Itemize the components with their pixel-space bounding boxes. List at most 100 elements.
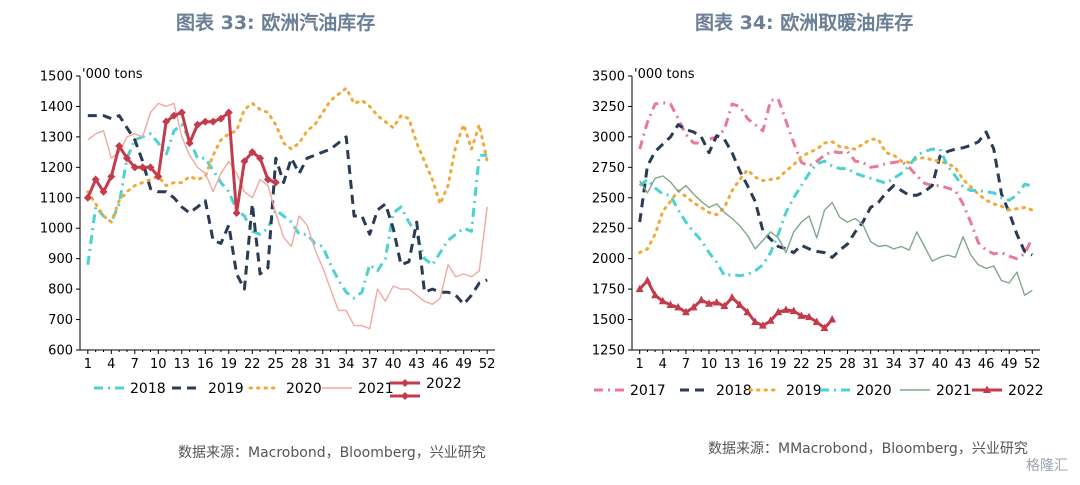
series-2018 xyxy=(638,123,1033,259)
y-tick-label: 600 xyxy=(48,344,73,359)
data-point xyxy=(658,296,667,305)
x-tick-label: 34 xyxy=(338,357,355,372)
y-tick-label: 1500 xyxy=(40,70,73,85)
x-tick-label: 25 xyxy=(816,357,833,372)
x-tick-label: 22 xyxy=(244,357,261,372)
x-tick-label: 19 xyxy=(221,357,238,372)
data-point xyxy=(138,163,147,172)
y-tick-label: 3250 xyxy=(592,100,625,115)
x-tick-label: 46 xyxy=(978,357,995,372)
data-point xyxy=(674,302,683,311)
unit-label: '000 tons xyxy=(82,67,143,82)
legend-label: 2019 xyxy=(208,381,244,397)
data-point xyxy=(651,290,660,299)
watermark-logo: 格隆汇 xyxy=(1026,458,1068,474)
data-point xyxy=(169,111,178,120)
legend-item-2018: 2018 xyxy=(94,381,166,397)
data-point xyxy=(766,316,775,324)
x-tick-label: 19 xyxy=(770,357,787,372)
x-tick-label: 4 xyxy=(107,357,115,372)
data-point xyxy=(263,175,272,184)
series-2021 xyxy=(87,102,488,330)
x-tick-label: 22 xyxy=(793,357,810,372)
data-point xyxy=(91,175,100,184)
legend-label: 2022 xyxy=(426,376,462,392)
x-tick-label: 28 xyxy=(839,357,856,372)
data-point xyxy=(774,307,783,316)
legend-item-2019: 2019 xyxy=(172,381,244,397)
data-point xyxy=(704,299,713,307)
legend-item-2022: 2022 xyxy=(390,376,462,392)
x-tick-label: 49 xyxy=(455,357,472,372)
legend-item-2021: 2021 xyxy=(900,383,972,399)
x-tick-label: 10 xyxy=(150,357,167,372)
x-tick-label: 43 xyxy=(408,357,425,372)
y-tick-label: 800 xyxy=(48,283,73,298)
data-point xyxy=(146,163,155,172)
series-2017 xyxy=(638,97,1034,261)
chart-2-source: 数据来源：MMacrobond，Bloomberg，兴业研究 xyxy=(708,441,1028,457)
legend-item-2022: 2022 xyxy=(972,383,1044,399)
x-tick-label: 37 xyxy=(909,357,926,372)
data-point xyxy=(751,317,760,325)
y-tick-label: 1100 xyxy=(40,191,73,206)
x-tick-label: 1 xyxy=(84,357,92,372)
data-point xyxy=(789,306,798,315)
data-point xyxy=(681,307,690,316)
data-point xyxy=(805,312,814,321)
x-tick-label: 31 xyxy=(314,357,331,372)
data-point xyxy=(107,172,116,181)
legend-label: 2017 xyxy=(630,383,666,399)
x-tick-label: 40 xyxy=(932,357,949,372)
data-point xyxy=(735,300,744,308)
x-tick-label: 4 xyxy=(659,357,667,372)
data-point xyxy=(248,148,257,157)
x-tick-label: 7 xyxy=(131,357,139,372)
data-point xyxy=(83,193,92,202)
x-tick-label: 7 xyxy=(682,357,690,372)
x-tick-label: 16 xyxy=(747,357,764,372)
y-tick-label: 1250 xyxy=(592,344,625,359)
y-tick-label: 1200 xyxy=(40,161,73,176)
data-point xyxy=(820,323,829,332)
chart-1-source: 数据来源：Macrobond，Bloomberg，兴业研究 xyxy=(178,445,486,461)
data-point xyxy=(697,295,706,304)
chart-2-heating-oil-inventory: 1250 1500 1750 2000 2250 2500 2750 3000 3250 3500… xyxy=(592,67,1044,399)
data-point xyxy=(162,117,171,126)
chart-2-title: 图表 34: 欧洲取暖油库存 xyxy=(695,12,914,34)
x-tick-label: 13 xyxy=(174,357,191,372)
data-point xyxy=(177,108,186,117)
series-2020 xyxy=(638,147,1033,278)
series-2021 xyxy=(639,175,1033,296)
y-tick-label: 1000 xyxy=(40,222,73,237)
legend-label: 2019 xyxy=(786,383,822,399)
x-tick-label: 43 xyxy=(955,357,972,372)
data-point xyxy=(224,108,233,117)
legend-item-2021: 2021 xyxy=(322,381,394,397)
x-tick-label: 49 xyxy=(1001,357,1018,372)
x-tick-label: 46 xyxy=(432,357,449,372)
data-point xyxy=(712,298,721,306)
data-point xyxy=(154,172,163,181)
data-point xyxy=(122,154,131,163)
data-point xyxy=(99,187,108,196)
data-point xyxy=(689,302,698,311)
data-point xyxy=(743,307,752,316)
y-tick-label: 2000 xyxy=(592,252,625,267)
x-tick-label: 34 xyxy=(885,357,902,372)
series-line-2022 xyxy=(86,111,277,215)
data-point xyxy=(720,301,729,310)
data-point xyxy=(193,120,202,129)
series-line-2019 xyxy=(638,137,1034,255)
x-tick-label: 25 xyxy=(267,357,284,372)
data-point xyxy=(797,311,806,319)
axes: 1250 1500 1750 2000 2250 2500 2750 3000 3250 3500… xyxy=(592,70,1041,373)
legend-item-2018: 2018 xyxy=(680,383,752,399)
legend-marker xyxy=(983,385,991,393)
series-2022 xyxy=(635,276,837,332)
legend-label: 2021 xyxy=(358,381,394,397)
legend: 2017 2018 2019 2020 2021 2022 xyxy=(594,383,1044,399)
y-tick-label: 1500 xyxy=(592,313,625,328)
